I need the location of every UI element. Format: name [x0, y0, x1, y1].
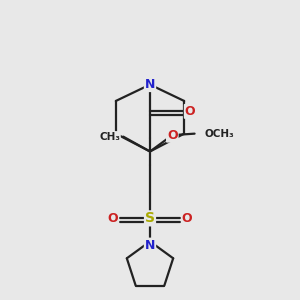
Text: O: O: [185, 105, 195, 118]
Text: N: N: [145, 78, 155, 91]
Text: S: S: [145, 212, 155, 225]
Text: O: O: [182, 212, 193, 225]
Text: CH₃: CH₃: [99, 132, 120, 142]
Text: OCH₃: OCH₃: [205, 129, 235, 139]
Text: N: N: [145, 238, 155, 252]
Text: O: O: [107, 212, 118, 225]
Text: O: O: [167, 129, 178, 142]
